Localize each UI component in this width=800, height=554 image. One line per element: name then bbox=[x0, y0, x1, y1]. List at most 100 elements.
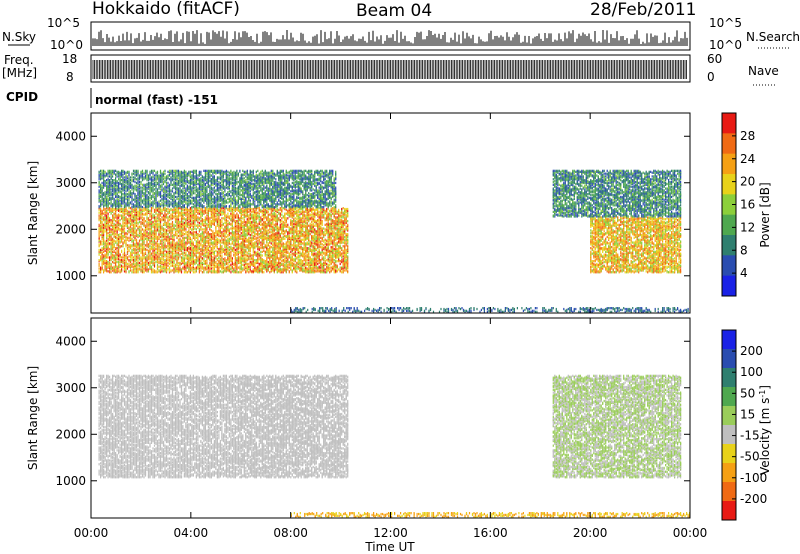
rti-cell bbox=[203, 267, 204, 269]
rti-cell bbox=[175, 231, 176, 233]
rti-cell bbox=[134, 230, 135, 232]
rti-cell bbox=[149, 245, 150, 247]
rti-cell bbox=[143, 262, 144, 264]
rti-cell bbox=[223, 248, 224, 250]
rti-cell bbox=[223, 239, 224, 241]
rti-cell bbox=[158, 261, 159, 263]
rti-cell bbox=[112, 231, 113, 233]
nsearch-label: N.Search bbox=[746, 30, 800, 44]
rti-cell bbox=[236, 225, 237, 227]
rti-cell bbox=[152, 268, 153, 270]
rti-cell bbox=[224, 267, 225, 269]
rti-cell bbox=[115, 256, 116, 258]
rti-cell bbox=[169, 263, 170, 265]
rti-cell bbox=[124, 222, 125, 224]
rti-cell bbox=[202, 262, 203, 264]
rti-cell bbox=[217, 246, 218, 248]
rti-cell bbox=[223, 233, 224, 235]
rti-cell bbox=[133, 266, 134, 268]
rti-cell bbox=[157, 264, 158, 266]
rti-cell bbox=[205, 252, 206, 254]
rti-cell bbox=[193, 231, 194, 233]
rti-cell bbox=[227, 247, 228, 249]
rti-cell bbox=[146, 249, 147, 251]
rti-cell bbox=[196, 231, 197, 233]
rti-cell bbox=[206, 271, 207, 273]
rti-cell bbox=[235, 252, 236, 254]
rti-cell bbox=[111, 228, 112, 230]
rti-cell bbox=[167, 248, 168, 250]
rti-cell bbox=[191, 267, 192, 269]
rti-cell bbox=[197, 256, 198, 258]
rti-cell bbox=[221, 231, 222, 233]
nsky-label: N.Sky bbox=[2, 30, 36, 44]
rti-cell bbox=[215, 235, 216, 237]
rti-cell bbox=[117, 237, 118, 239]
rti-cell bbox=[170, 214, 171, 216]
rti-cell bbox=[131, 227, 132, 229]
rti-cell bbox=[111, 263, 112, 265]
rti-cell bbox=[152, 214, 153, 216]
rti-cell bbox=[120, 236, 121, 238]
rti-cell bbox=[194, 253, 195, 255]
rti-cell bbox=[106, 214, 107, 216]
rti-cell bbox=[117, 242, 118, 244]
rti-cell bbox=[157, 217, 158, 219]
rti-cell bbox=[130, 223, 131, 225]
rti-cell bbox=[145, 225, 146, 227]
rti-cell bbox=[185, 212, 186, 214]
rti-cell bbox=[190, 237, 191, 239]
rti-cell bbox=[163, 233, 164, 235]
rti-cell bbox=[235, 220, 236, 222]
rti-cell bbox=[230, 251, 231, 253]
rti-cell bbox=[206, 245, 207, 247]
rti-cell bbox=[114, 243, 115, 245]
rti-cell bbox=[203, 223, 204, 225]
rti-cell bbox=[179, 267, 180, 269]
rti-cell bbox=[202, 244, 203, 246]
rti-cell bbox=[163, 223, 164, 225]
rti-cell bbox=[229, 228, 230, 230]
rti-cell bbox=[193, 247, 194, 249]
rti-cell bbox=[214, 257, 215, 259]
rti-cell bbox=[112, 214, 113, 216]
rti-cell bbox=[109, 225, 110, 227]
rti-cell bbox=[160, 265, 161, 267]
rti-cell bbox=[161, 232, 162, 234]
rti-cell bbox=[158, 253, 159, 255]
rti-cell bbox=[109, 207, 110, 209]
rti-cell bbox=[169, 270, 170, 272]
rti-cell bbox=[191, 219, 192, 221]
rti-cell bbox=[118, 261, 119, 263]
rti-cell bbox=[133, 259, 134, 261]
rti-cell bbox=[154, 247, 155, 249]
rti-cell bbox=[157, 271, 158, 273]
rti-cell bbox=[140, 256, 141, 258]
rti-cell bbox=[184, 237, 185, 239]
rti-cell bbox=[130, 228, 131, 230]
rti-cell bbox=[115, 247, 116, 249]
rti-cell bbox=[114, 262, 115, 264]
rti-cell bbox=[208, 208, 209, 210]
rti-cell bbox=[170, 241, 171, 243]
rti-cell bbox=[131, 269, 132, 271]
rti-cell bbox=[172, 227, 173, 229]
rti-cell bbox=[238, 255, 239, 257]
rti-cell bbox=[103, 216, 104, 218]
rti-cell bbox=[182, 252, 183, 254]
rti-cell bbox=[190, 262, 191, 264]
rti-cell bbox=[122, 254, 123, 256]
rti-cell bbox=[199, 252, 200, 254]
rti-cell bbox=[130, 217, 131, 219]
rti-cell bbox=[236, 233, 237, 235]
rti-cell bbox=[100, 240, 101, 242]
rti-cell bbox=[167, 208, 168, 210]
rti-cell bbox=[100, 234, 101, 236]
rti-cell bbox=[130, 207, 131, 209]
rti-cell bbox=[120, 264, 121, 266]
rti-cell bbox=[215, 215, 216, 217]
rti-cell bbox=[223, 210, 224, 212]
rti-cell bbox=[99, 249, 100, 251]
rti-cell bbox=[128, 263, 129, 265]
rti-cell bbox=[108, 261, 109, 263]
